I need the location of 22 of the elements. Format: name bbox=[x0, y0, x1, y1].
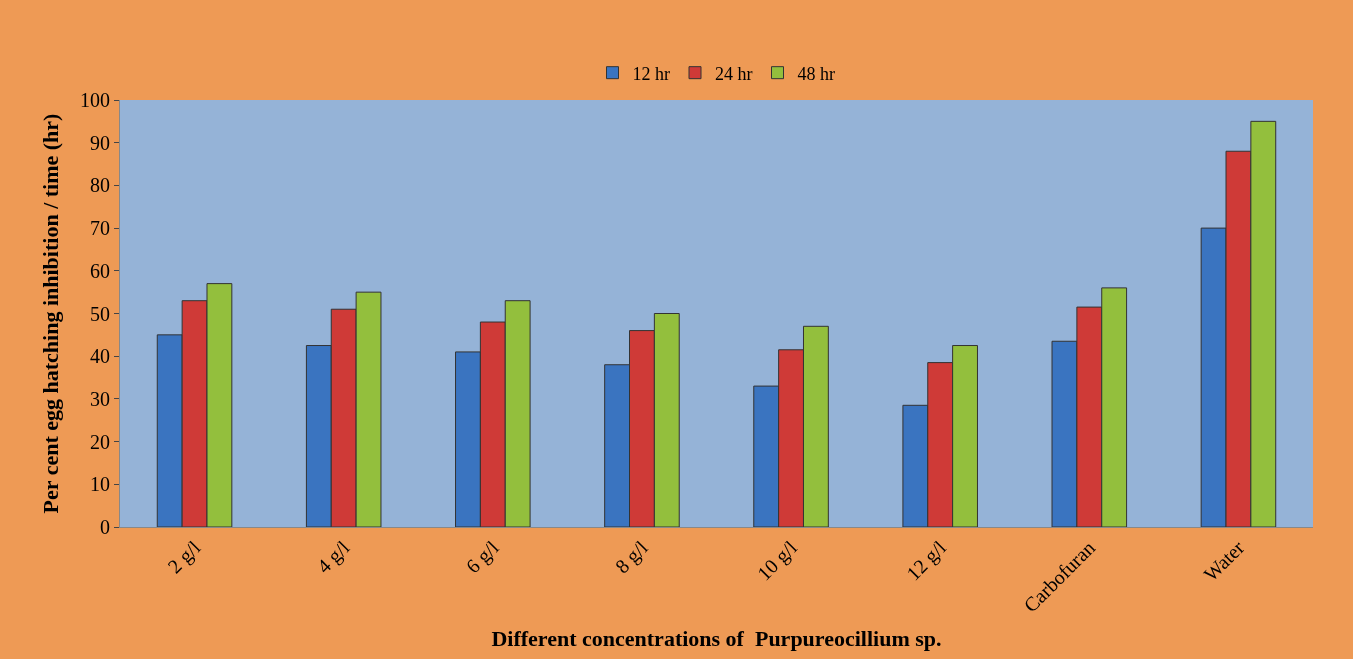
y-tick-label: 80 bbox=[90, 174, 110, 197]
y-tick-label: 60 bbox=[90, 259, 110, 282]
y-tick-label: 30 bbox=[90, 387, 110, 410]
x-tick-label: 8 g/l bbox=[610, 536, 653, 579]
y-tick-label: 40 bbox=[90, 345, 110, 368]
x-tick-label: 6 g/l bbox=[461, 536, 504, 579]
x-tick-label: 12 g/l bbox=[901, 536, 952, 586]
y-tick-label: 20 bbox=[90, 430, 110, 453]
x-axis-title: Different concentrations of Purpureocillium sp. bbox=[491, 626, 942, 652]
y-tick-label: 90 bbox=[90, 131, 110, 154]
y-tick-label: 10 bbox=[90, 473, 110, 496]
y-tick-label: 100 bbox=[80, 89, 110, 111]
y-tick-label: 0 bbox=[100, 516, 110, 538]
x-tick-label: 10 g/l bbox=[752, 536, 802, 586]
x-tick-label: 2 g/l bbox=[163, 536, 206, 579]
x-tick-label: 4 g/l bbox=[312, 536, 355, 579]
legend-label: 24 hr bbox=[715, 63, 753, 84]
legend-label: 12 hr bbox=[632, 63, 670, 84]
y-axis-title: Per cent egg hatching inhibition / time (hr) bbox=[37, 113, 63, 514]
y-tick-label: 50 bbox=[90, 302, 110, 325]
y-tick-label: 70 bbox=[90, 217, 110, 240]
legend-label: 48 hr bbox=[797, 63, 835, 84]
